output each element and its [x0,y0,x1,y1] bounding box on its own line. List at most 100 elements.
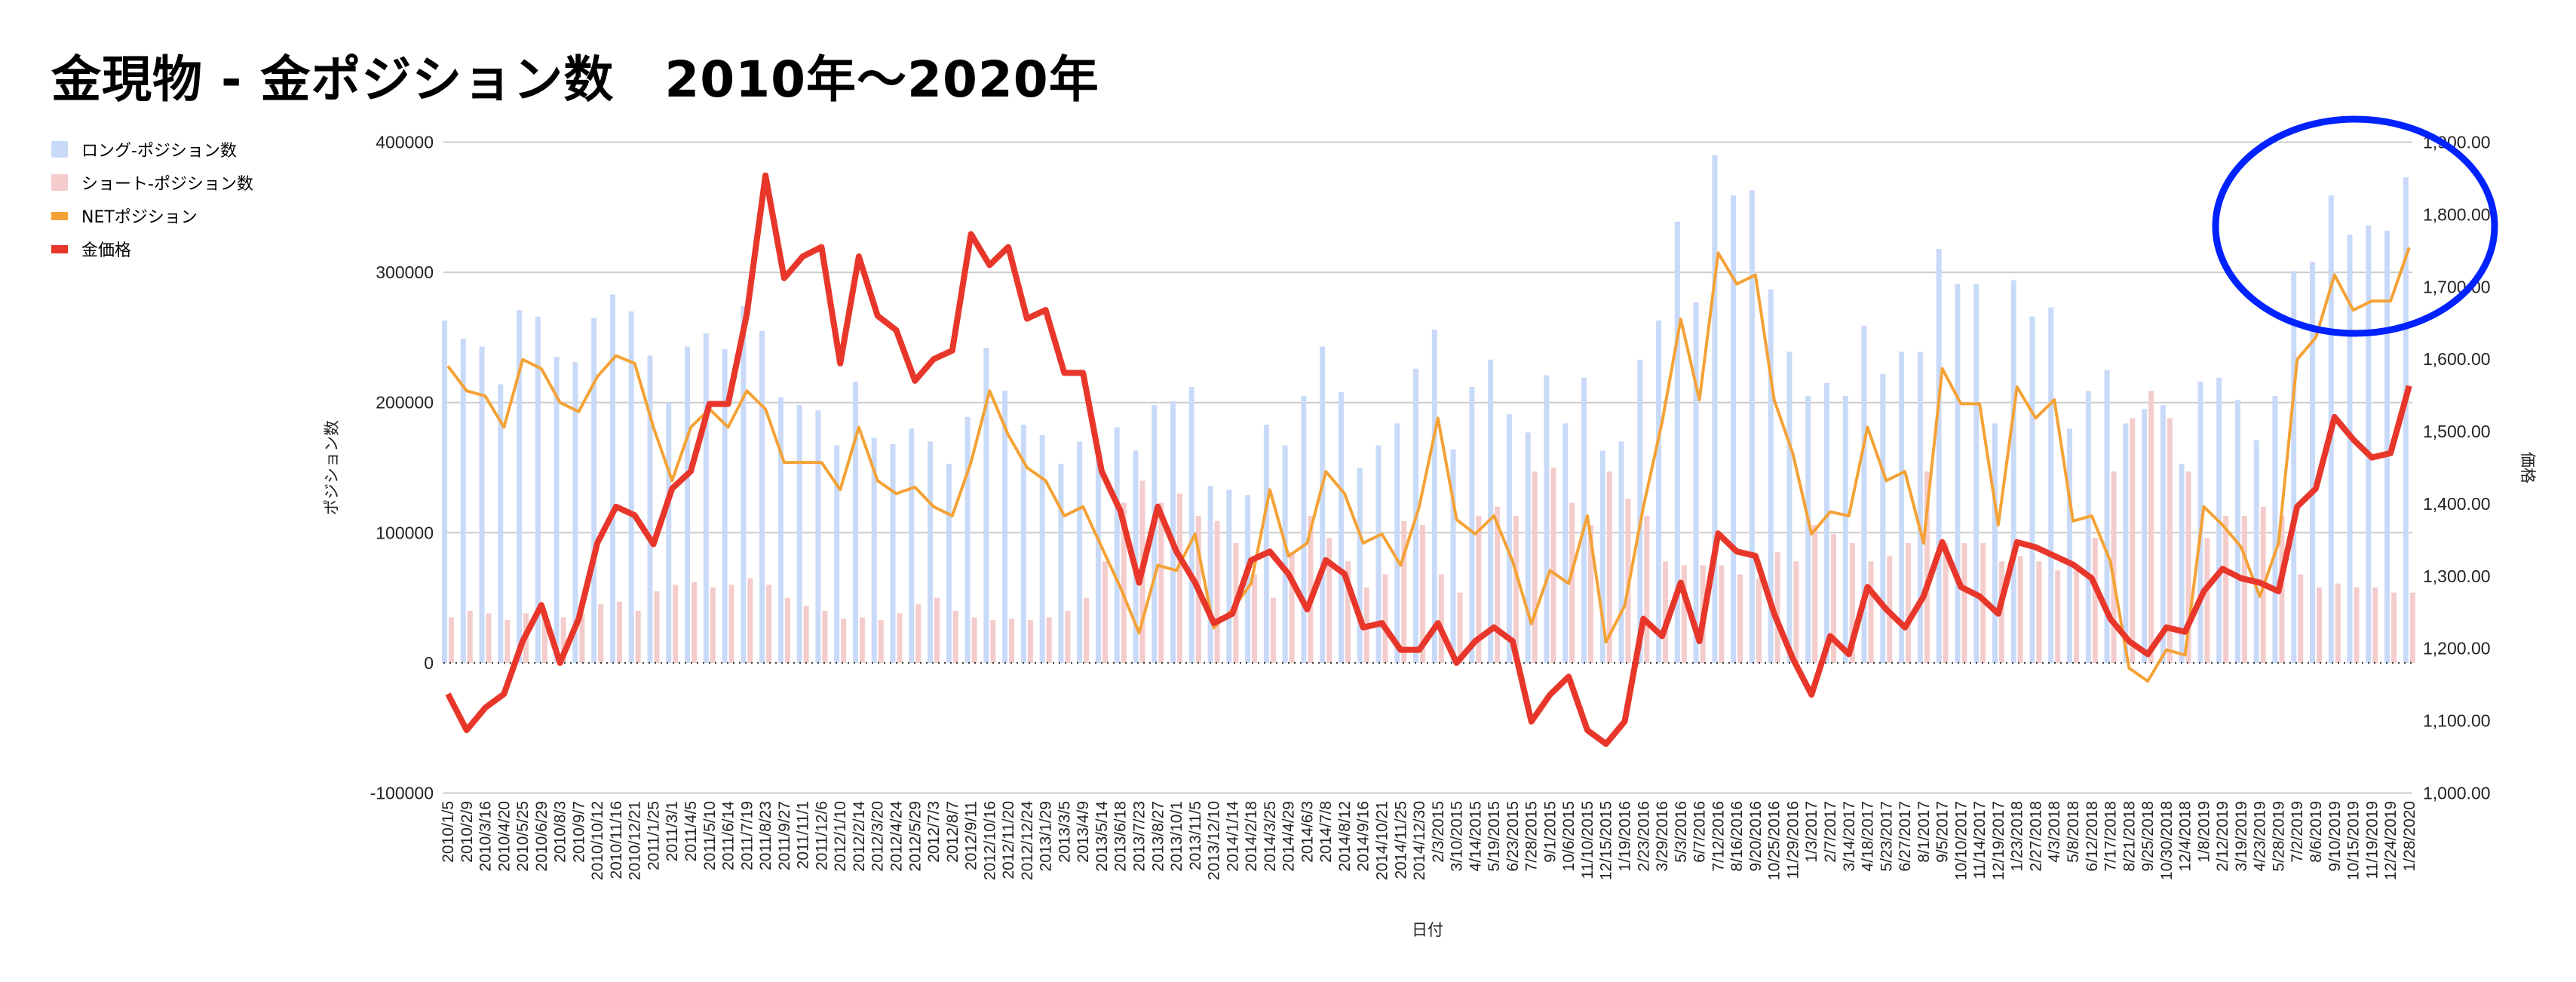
y-tick-label: 300000 [376,262,434,282]
x-tick-label: 10/10/2017 [1952,801,1970,880]
short-position-bar [1177,493,1183,663]
long-position-bar [2048,307,2054,663]
short-position-bar [1961,543,1967,663]
long-position-bar [2403,177,2409,663]
legend-item-short[interactable]: ショート-ポジション数 [51,166,253,199]
short-position-bar [952,610,958,663]
x-tick-label: 12/4/2018 [2177,801,2194,871]
legend-item-gold[interactable]: 金価格 [51,232,253,265]
x-tick-label: 2/7/2017 [1822,801,1839,863]
short-position-bar [2036,561,2042,663]
long-position-bar [2142,409,2148,663]
lines [445,172,2412,747]
x-tick-label: 2013/8/27 [1149,801,1167,871]
long-position-bar [1301,396,1307,663]
x-tick-label: 2013/5/14 [1093,801,1111,872]
short-position-bar [2409,592,2415,663]
long-position-bar [1375,445,1382,663]
legend-label-net: NETポジション [81,208,198,227]
short-position-bar [1046,617,1052,663]
long-position-bar [2066,428,2072,663]
short-position-bar [822,610,828,663]
short-position-bar [2241,515,2247,663]
x-tick-label: 11/19/2019 [2363,801,2381,879]
long-position-bar [1955,284,1961,663]
short-position-bar [1606,471,1612,663]
short-position-bar [598,604,604,663]
short-position-bar [878,619,884,663]
short-position-bar [2335,583,2341,663]
x-tick-label: 2011/12/6 [813,801,830,870]
x-tick-label: 2/27/2018 [2027,801,2044,871]
long-position-bar [479,346,485,663]
long-position-bar [2291,271,2297,663]
x-tick-label: 6/27/2017 [1897,801,1914,871]
legend-item-long[interactable]: ロング-ポジション数 [51,133,253,166]
short-position-bar [2092,538,2098,663]
legend-item-net[interactable]: NETポジション [51,199,253,232]
x-tick-label: 2014/11/25 [1392,801,1409,879]
short-position-bar [1793,561,1799,663]
x-tick-label: 2014/6/3 [1299,801,1316,863]
long-position-bar [1188,386,1194,663]
x-tick-label: 11/14/2017 [1971,801,1989,879]
short-position-bar [990,619,996,663]
long-position-bar [1712,155,1718,663]
y2-tick-label: 1,800.00 [2423,204,2491,224]
short-position-bar [654,591,660,663]
short-position-bar [1438,574,1444,663]
x-tick-label: 11/10/2015 [1579,801,1596,879]
long-position-bar [928,441,934,663]
short-position-bar [1345,561,1351,663]
x-tick-label: 11/29/2016 [1784,801,1802,879]
x-tick-label: 2011/8/23 [757,801,774,870]
long-position-bar [1077,441,1083,663]
long-position-bar [1618,441,1624,663]
x-tick-label: 2010/11/16 [608,801,625,879]
long-position-bar [647,355,653,663]
short-position-bar [1401,520,1407,663]
short-position-bar [467,610,473,663]
x-tick-label: 2011/5/10 [701,801,719,870]
short-position-bar [1326,538,1332,663]
x-tick-label: 4/23/2019 [2252,801,2269,871]
x-tick-label: 8/6/2019 [2308,801,2325,863]
x-tick-label: 1/3/2017 [1803,801,1820,863]
long-position-bar [1917,351,1923,663]
x-axis-title: 日付 [1412,921,1443,939]
short-position-bar [2317,587,2322,663]
short-position-bar [560,617,566,663]
long-position-bar [2160,405,2166,663]
x-tick-label: 2010/4/20 [495,801,513,871]
y2-tick-label: 1,000.00 [2423,784,2491,803]
short-position-bar [1774,552,1780,663]
short-position-bar [1906,543,1912,663]
x-tick-label: 2014/3/25 [1262,801,1279,871]
long-position-bar [1263,425,1269,663]
x-tick-label: 2011/6/14 [720,801,738,870]
x-tick-label: 5/23/2017 [1878,801,1895,871]
x-tick-label: 3/19/2019 [2233,801,2250,871]
x-tick-label: 6/7/2016 [1691,801,1709,863]
short-position-bar [616,601,622,663]
long-position-bar [834,445,840,663]
long-position-bar [2234,400,2240,663]
short-position-bar [2017,556,2023,663]
long-position-bar [1992,423,1998,663]
long-position-bar [498,384,504,663]
short-position-bar [2223,515,2229,663]
long-position-bar [535,316,541,663]
short-position-bar [1158,502,1164,663]
x-tick-label: 4/3/2018 [2046,801,2063,863]
net-position-line [446,247,2411,683]
short-position-bar [971,617,977,663]
y-tick-label: 200000 [376,393,434,413]
short-position-bar [1270,597,1276,663]
long-position-bar [983,348,989,663]
long-position-bar [591,318,597,663]
x-tick-label: 2011/3/1 [664,801,681,861]
y2-tick-label: 1,500.00 [2423,422,2491,441]
long-position-bar [666,402,672,663]
right-axis-ticks: 1,900.001,800.001,700.001,600.001,500.00… [2423,133,2491,803]
x-tick-label: 10/30/2018 [2158,801,2176,880]
